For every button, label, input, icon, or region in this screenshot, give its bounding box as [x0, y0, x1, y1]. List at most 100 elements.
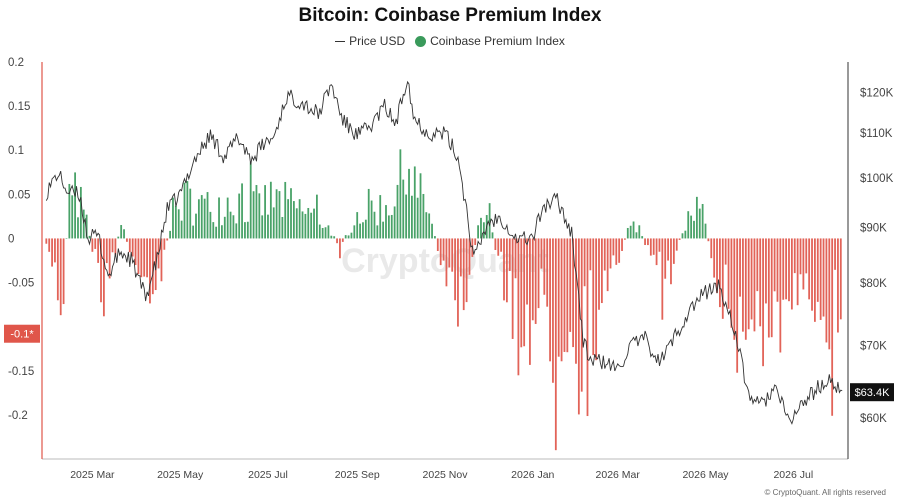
legend-item-price[interactable]: Price USD	[335, 34, 405, 48]
premium-bar	[209, 211, 212, 239]
legend-label-premium: Coinbase Premium Index	[430, 34, 565, 48]
right-tick-label: $100K	[860, 173, 894, 185]
premium-bar	[526, 238, 528, 305]
premium-bar	[431, 223, 433, 239]
premium-bar	[693, 220, 695, 239]
premium-bar	[736, 238, 739, 373]
premium-bar	[310, 212, 313, 239]
last-price-label: $63.4K	[855, 387, 891, 399]
premium-bar	[491, 232, 494, 239]
premium-bar	[549, 238, 551, 362]
premium-bar	[370, 200, 373, 239]
premium-bar	[635, 232, 638, 239]
premium-bar	[321, 227, 324, 239]
premium-bar	[690, 215, 693, 239]
premium-bar	[327, 225, 330, 239]
premium-bar	[644, 238, 646, 246]
premium-bar	[396, 184, 399, 239]
premium-bar	[71, 195, 74, 239]
premium-bar	[393, 206, 396, 239]
premium-bar	[575, 238, 577, 364]
premium-bar	[503, 238, 505, 301]
premium-bar	[100, 238, 102, 303]
premium-bar	[563, 238, 566, 352]
premium-bar	[192, 225, 195, 239]
premium-bar	[514, 238, 517, 279]
premium-bar	[598, 238, 600, 310]
premium-bar	[615, 238, 618, 265]
premium-bar	[226, 197, 229, 239]
premium-bar	[523, 238, 526, 347]
premium-bar	[387, 215, 390, 239]
premium-bar	[537, 238, 540, 309]
premium-bar	[344, 235, 347, 239]
x-tick-label: 2026 Jan	[511, 469, 554, 481]
left-marker-tag	[4, 324, 40, 343]
premium-bar	[318, 224, 321, 239]
premium-bar	[128, 238, 131, 253]
premium-bar	[482, 222, 485, 239]
premium-bar	[554, 238, 557, 451]
premium-bar	[54, 238, 56, 263]
premium-bar	[802, 238, 805, 290]
premium-bar	[465, 238, 468, 303]
premium-bar	[223, 216, 226, 239]
premium-bar	[137, 238, 140, 274]
premium-bar	[739, 238, 741, 297]
premium-bar	[785, 238, 788, 300]
premium-bar	[557, 238, 560, 357]
premium-bar	[252, 191, 255, 239]
legend-dot-swatch	[415, 35, 427, 47]
footer-credit: © CryptoQuant. All rights reserved	[764, 488, 887, 497]
premium-bar	[65, 238, 68, 239]
premium-bar	[600, 238, 603, 304]
premium-bar	[77, 217, 79, 239]
premium-bar	[546, 238, 549, 307]
premium-bar	[169, 230, 171, 239]
premium-bar	[716, 238, 718, 293]
premium-bar	[808, 238, 811, 300]
premium-bar	[91, 238, 94, 252]
premium-bar	[624, 238, 626, 240]
left-tick-label: 0.1	[8, 145, 24, 157]
premium-bar	[649, 238, 652, 256]
premium-bar	[411, 195, 413, 239]
legend-item-premium[interactable]: Coinbase Premium Index	[415, 34, 565, 48]
premium-bar	[186, 181, 189, 239]
premium-bar	[163, 238, 166, 250]
premium-bar	[606, 238, 609, 292]
premium-bar	[347, 235, 350, 239]
premium-bar	[166, 238, 169, 241]
left-tick-label: -0.05	[8, 278, 34, 290]
premium-bar	[149, 238, 151, 304]
premium-bar	[59, 238, 62, 316]
premium-bar	[684, 230, 687, 239]
premium-bar	[221, 225, 223, 239]
premium-bar	[825, 238, 828, 343]
price-line	[45, 80, 843, 425]
premium-bar	[839, 238, 842, 320]
premium-bar	[742, 238, 744, 332]
premium-bar	[278, 191, 281, 239]
premium-bar	[385, 205, 387, 239]
premium-bar	[770, 238, 773, 338]
premium-bar	[244, 222, 246, 239]
premium-bar	[402, 179, 405, 239]
premium-bar	[425, 212, 428, 239]
premium-bar	[814, 238, 816, 322]
premium-bar	[779, 238, 782, 353]
premium-bar	[62, 238, 65, 305]
premium-bar	[695, 196, 698, 239]
premium-bar	[172, 197, 174, 239]
premium-bar	[837, 238, 839, 333]
premium-bar	[249, 162, 252, 239]
premium-bar	[269, 181, 272, 239]
premium-bar	[114, 238, 117, 255]
premium-bar	[767, 238, 770, 338]
premium-bar	[727, 238, 730, 309]
premium-bar	[195, 213, 197, 239]
premium-bar	[448, 238, 451, 268]
premium-bar	[68, 183, 71, 239]
premium-bar	[336, 238, 338, 244]
premium-bar	[408, 168, 410, 239]
